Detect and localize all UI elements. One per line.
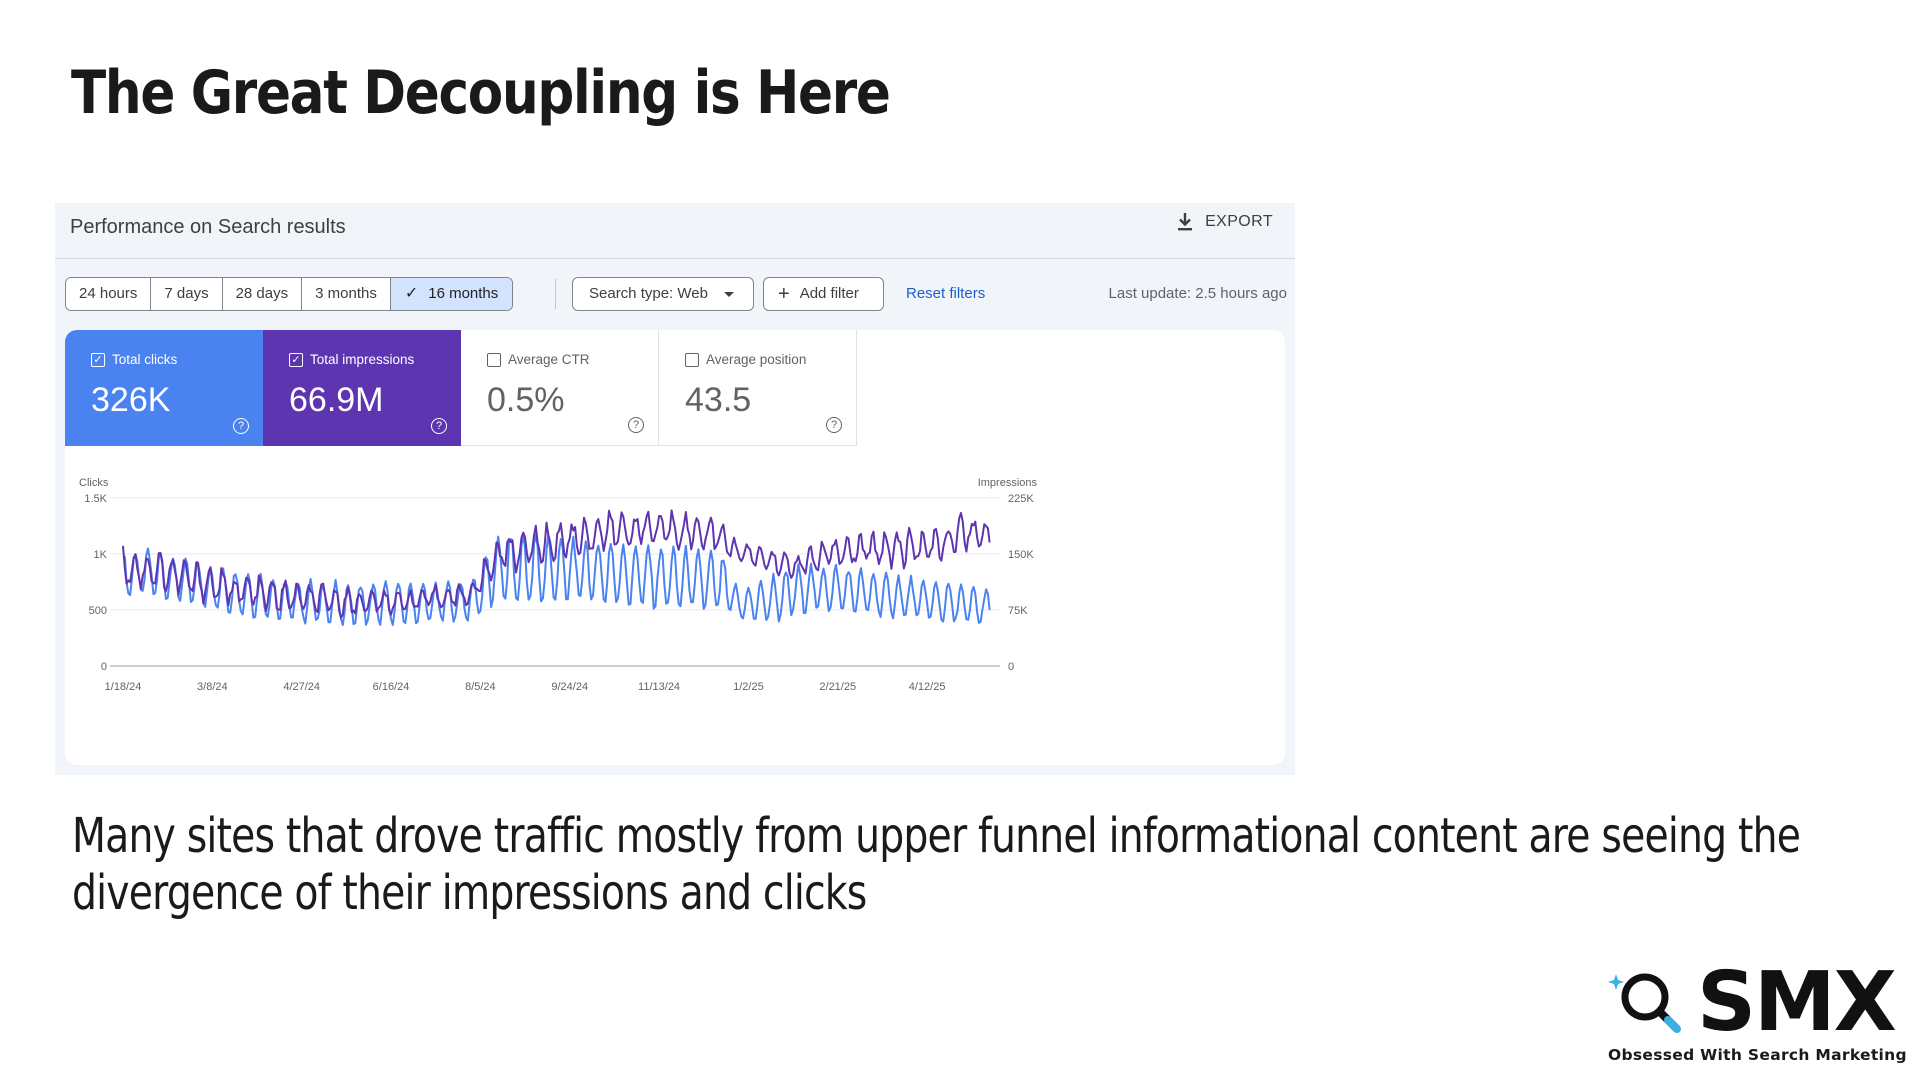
export-label: EXPORT (1205, 213, 1273, 230)
checkbox-checked-icon[interactable]: ✓ (289, 353, 303, 367)
add-filter-button[interactable]: + Add filter (763, 277, 884, 311)
range-7-days[interactable]: 7 days (151, 278, 223, 310)
smx-logo: SMX Obsessed With Search Marketing (1605, 958, 1907, 1066)
smx-wordmark: SMX (1697, 955, 1897, 1050)
right-tick-label: 225K (1008, 493, 1034, 505)
left-tick-label: 500 (89, 605, 107, 617)
range-label: 28 days (235, 285, 289, 302)
date-range-selector: 24 hours 7 days 28 days 3 months ✓ 16 mon… (65, 277, 514, 311)
metric-label: Total clicks (112, 352, 178, 367)
x-tick-label: 1/2/25 (733, 681, 764, 693)
range-24-hours[interactable]: 24 hours (66, 278, 152, 310)
clicks-series-line (122, 533, 991, 627)
metric-value: 66.9M (289, 381, 384, 419)
panel-header: Performance on Search results EXPORT (55, 203, 1295, 259)
help-icon[interactable]: ? (628, 417, 644, 433)
x-tick-label: 9/24/24 (551, 681, 588, 693)
slide-title: The Great Decoupling is Here (71, 58, 891, 128)
download-icon (1178, 213, 1193, 231)
filter-row: 24 hours 7 days 28 days 3 months ✓ 16 mon… (65, 277, 1287, 313)
x-tick-label: 6/16/24 (373, 681, 410, 693)
smx-tagline: Obsessed With Search Marketing (1608, 1046, 1907, 1064)
add-filter-label: Add filter (799, 285, 859, 302)
help-icon[interactable]: ? (431, 418, 447, 434)
right-tick-label: 0 (1008, 661, 1014, 673)
metric-card-total-clicks[interactable]: ✓ Total clicks 326K ? (65, 330, 263, 446)
check-icon: ✓ (404, 285, 419, 302)
plus-icon: + (778, 283, 790, 305)
range-28-days[interactable]: 28 days (222, 278, 303, 310)
checkbox-unchecked-icon[interactable] (487, 353, 501, 367)
metric-label: Average CTR (508, 352, 590, 367)
left-tick-label: 0 (101, 661, 107, 673)
range-label: 7 days (164, 285, 209, 302)
range-16-months[interactable]: ✓ 16 months (390, 278, 513, 310)
metric-value: 0.5% (487, 381, 565, 419)
right-tick-label: 150K (1008, 549, 1034, 561)
magnifier-logo-icon (1608, 973, 1681, 1033)
left-axis-label: Clicks (79, 477, 109, 489)
last-update-text: Last update: 2.5 hours ago (1108, 285, 1287, 302)
metric-card-total-impressions[interactable]: ✓ Total impressions 66.9M ? (263, 330, 461, 446)
help-icon[interactable]: ? (233, 418, 249, 434)
reset-filters-link[interactable]: Reset filters (906, 285, 986, 302)
impressions-series-line (122, 509, 991, 619)
metric-card-average-ctr[interactable]: Average CTR 0.5% ? (461, 330, 659, 446)
x-tick-label: 8/5/24 (465, 681, 496, 693)
x-tick-label: 3/8/24 (197, 681, 228, 693)
x-tick-label: 4/12/25 (909, 681, 946, 693)
left-tick-label: 1.5K (84, 493, 107, 505)
x-tick-label: 1/18/24 (105, 681, 142, 693)
dropdown-arrow-icon (723, 291, 734, 297)
checkbox-unchecked-icon[interactable] (685, 353, 699, 367)
x-tick-label: 4/27/24 (283, 681, 320, 693)
range-label: 24 hours (79, 285, 138, 302)
left-tick-label: 1K (94, 549, 108, 561)
metrics-and-chart-card: ✓ Total clicks 326K ? ✓ Total impressions … (65, 330, 1285, 765)
metric-value: 43.5 (685, 381, 752, 419)
x-tick-label: 2/21/25 (819, 681, 856, 693)
performance-chart: 0 0 500 75K 1K 150K 1.5K 225K Clicks Impressions 1… (79, 477, 1038, 693)
metric-label: Total impressions (310, 352, 415, 367)
right-tick-label: 75K (1008, 605, 1028, 617)
range-label: 16 months (428, 285, 499, 302)
right-axis-label: Impressions (978, 477, 1038, 489)
metric-label: Average position (706, 352, 807, 367)
panel-title: Performance on Search results (70, 216, 346, 238)
metric-card-average-position[interactable]: Average position 43.5 ? (659, 330, 857, 446)
slide-body-text: Many sites that drove traffic mostly fro… (72, 808, 1801, 921)
search-type-label: Search type: Web (589, 285, 708, 302)
metric-value: 326K (91, 381, 171, 419)
search-type-dropdown[interactable]: Search type: Web (572, 277, 754, 311)
help-icon[interactable]: ? (826, 417, 842, 433)
x-tick-label: 11/13/24 (638, 681, 680, 693)
range-3-months[interactable]: 3 months (302, 278, 391, 310)
divider (555, 279, 556, 309)
checkbox-checked-icon[interactable]: ✓ (91, 353, 105, 367)
export-button[interactable]: EXPORT (1175, 211, 1273, 233)
range-label: 3 months (315, 285, 377, 302)
performance-panel: Performance on Search results EXPORT 24 … (55, 203, 1295, 775)
